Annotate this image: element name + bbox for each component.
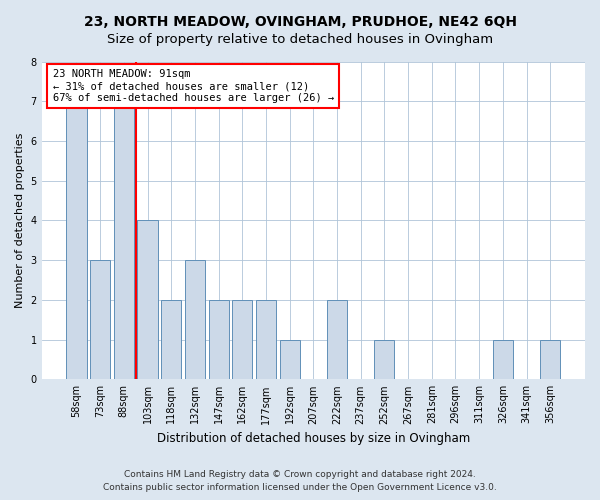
Bar bbox=[280, 340, 300, 380]
Bar bbox=[232, 300, 253, 380]
Bar bbox=[493, 340, 513, 380]
Text: 23, NORTH MEADOW, OVINGHAM, PRUDHOE, NE42 6QH: 23, NORTH MEADOW, OVINGHAM, PRUDHOE, NE4… bbox=[83, 15, 517, 29]
Bar bbox=[137, 220, 158, 380]
Bar bbox=[90, 260, 110, 380]
Bar bbox=[67, 101, 86, 379]
Bar bbox=[327, 300, 347, 380]
Bar bbox=[540, 340, 560, 380]
Text: Size of property relative to detached houses in Ovingham: Size of property relative to detached ho… bbox=[107, 32, 493, 46]
Bar bbox=[161, 300, 181, 380]
Y-axis label: Number of detached properties: Number of detached properties bbox=[15, 132, 25, 308]
Text: 23 NORTH MEADOW: 91sqm
← 31% of detached houses are smaller (12)
67% of semi-det: 23 NORTH MEADOW: 91sqm ← 31% of detached… bbox=[53, 70, 334, 102]
Bar bbox=[185, 260, 205, 380]
Bar bbox=[209, 300, 229, 380]
Bar bbox=[374, 340, 394, 380]
Bar bbox=[256, 300, 276, 380]
Bar bbox=[114, 101, 134, 379]
X-axis label: Distribution of detached houses by size in Ovingham: Distribution of detached houses by size … bbox=[157, 432, 470, 445]
Text: Contains HM Land Registry data © Crown copyright and database right 2024.
Contai: Contains HM Land Registry data © Crown c… bbox=[103, 470, 497, 492]
